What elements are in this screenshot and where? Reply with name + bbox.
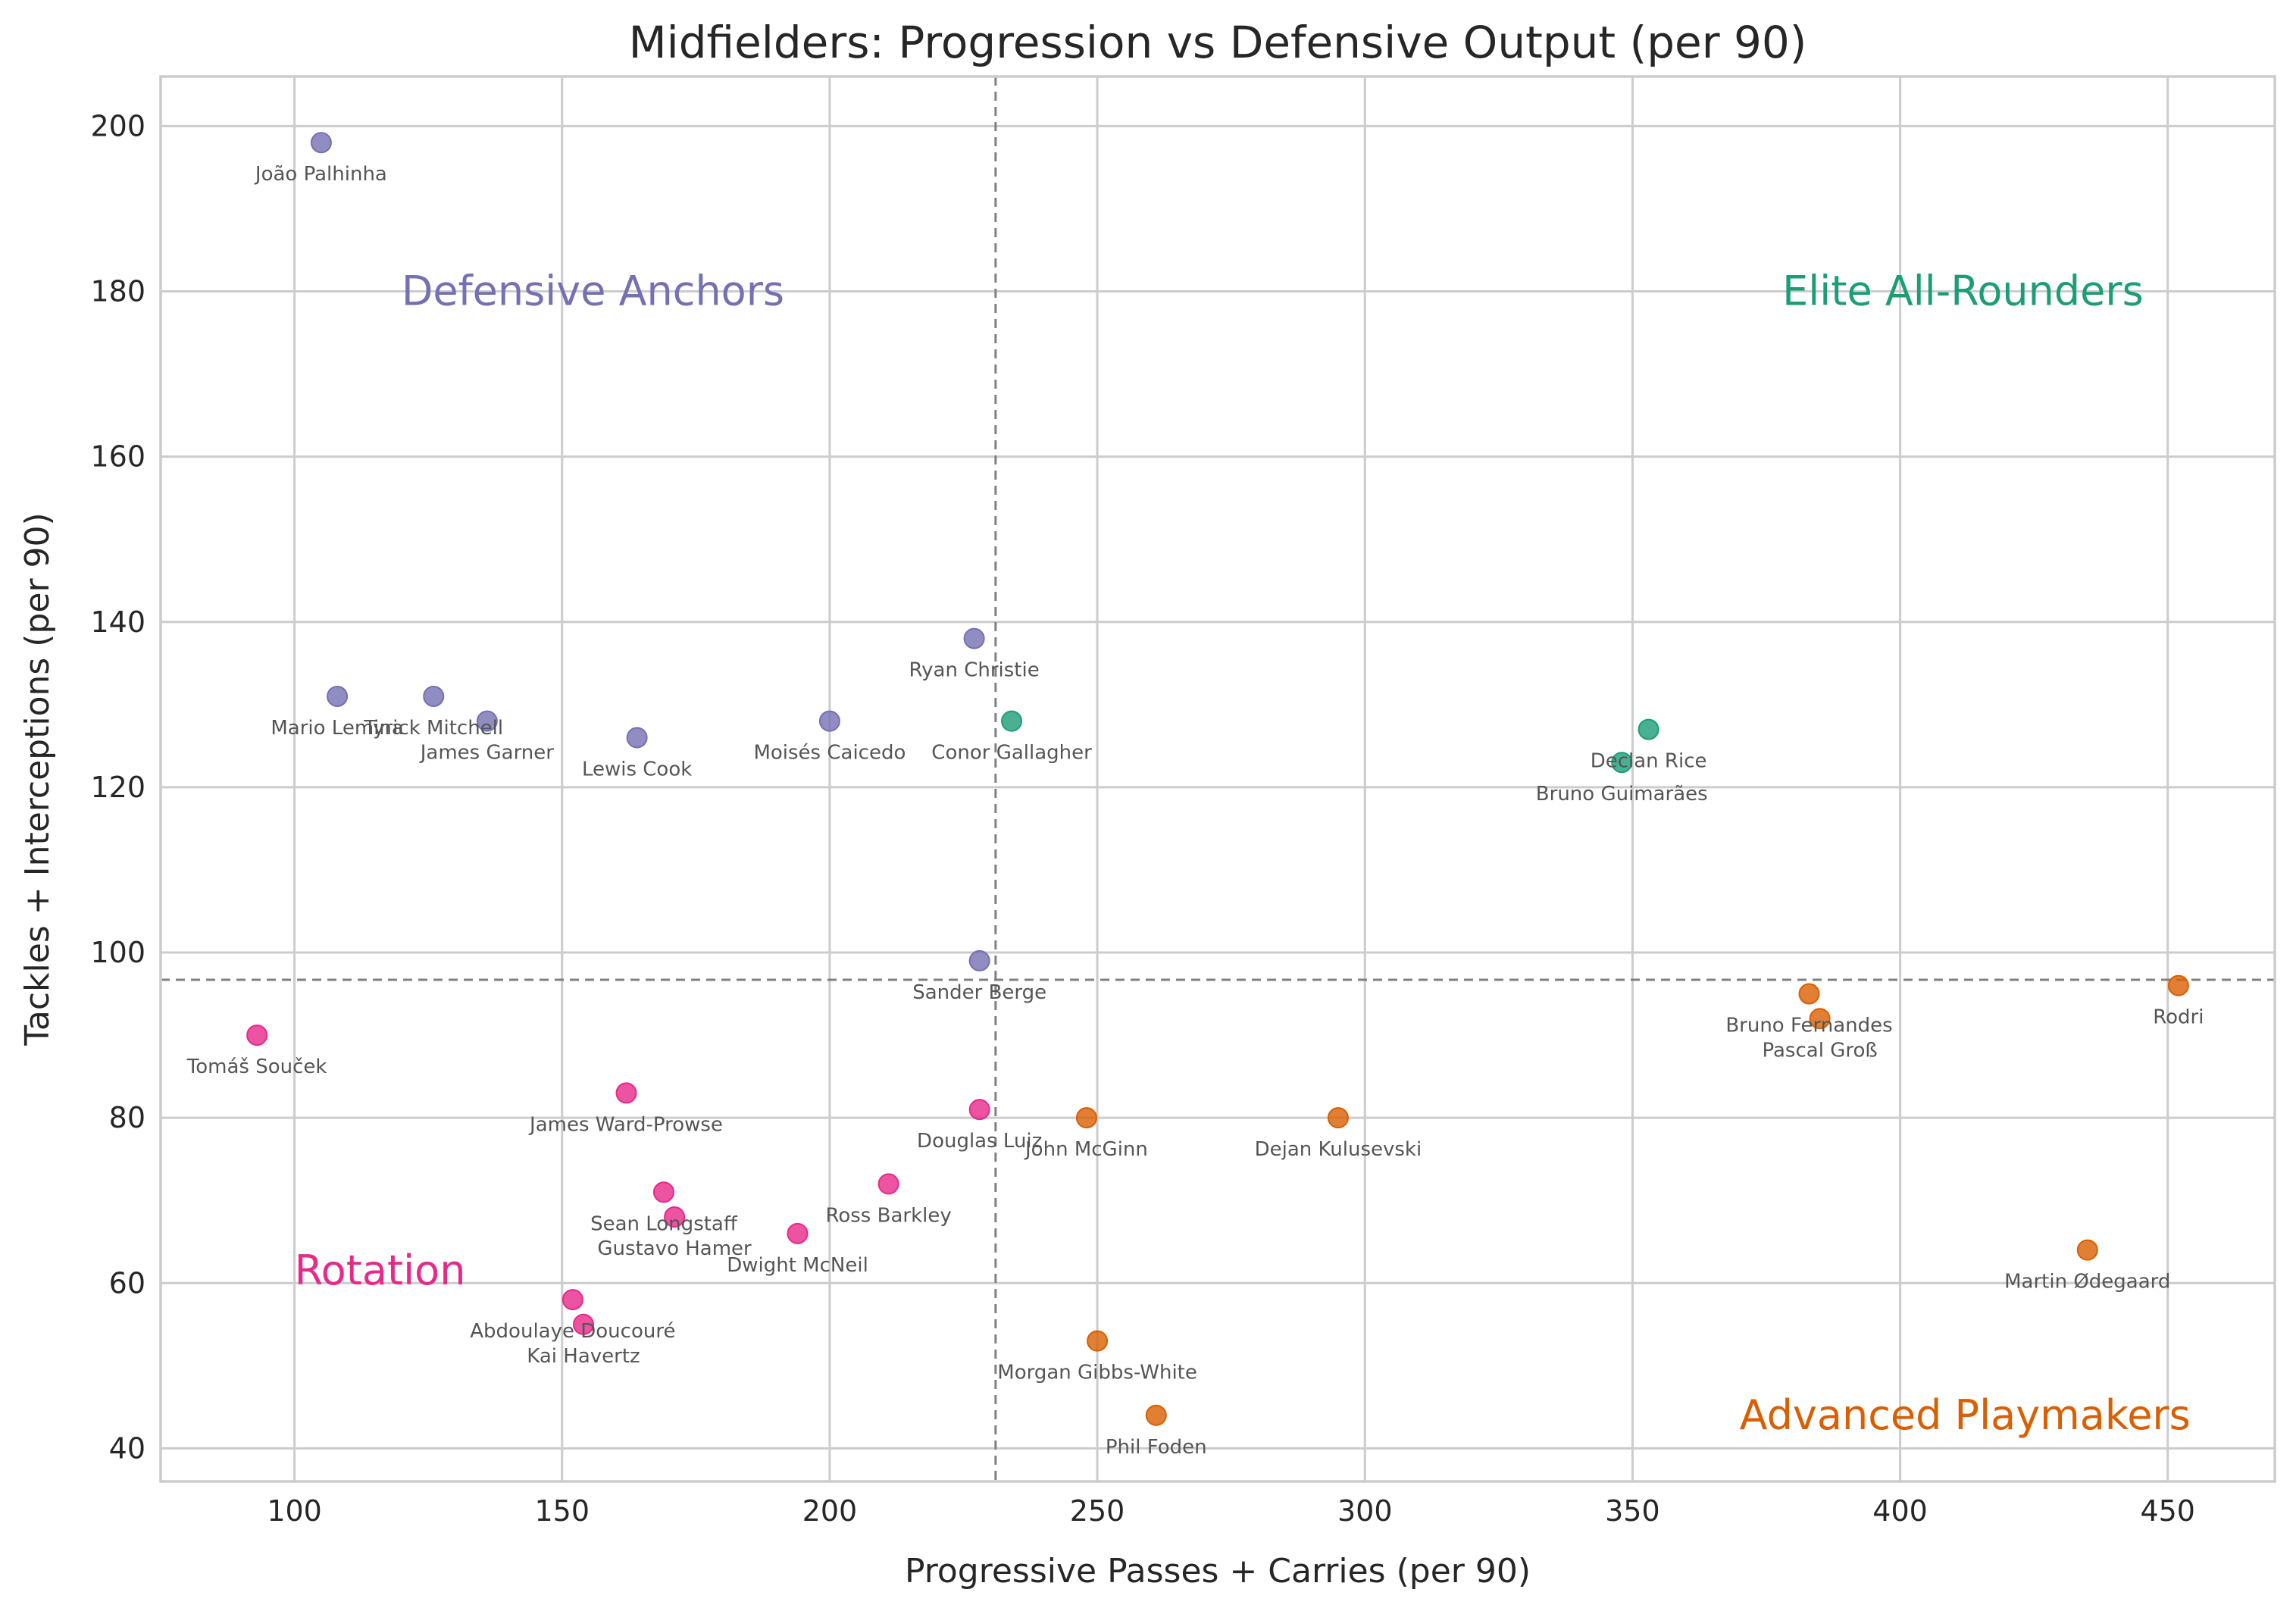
data-point-ross-barkley xyxy=(877,1173,899,1195)
data-point-james-garner xyxy=(476,710,498,732)
x-tick-label: 100 xyxy=(267,1494,322,1528)
point-label-dwight-mcneil: Dwight McNeil xyxy=(727,1254,868,1277)
y-tick-label: 200 xyxy=(90,109,145,142)
data-point-rodri xyxy=(2167,974,2189,996)
data-point-dejan-kulusevski xyxy=(1327,1107,1349,1129)
point-label-kai-havertz: Kai Havertz xyxy=(527,1345,640,1368)
x-tick-label: 300 xyxy=(1337,1494,1393,1528)
data-point-mario-lemina xyxy=(327,685,349,707)
data-point-pascal-gro xyxy=(1809,1008,1831,1030)
reference-lines xyxy=(161,77,2275,1481)
point-label-joao-palhinha: João Palhinha xyxy=(254,163,387,186)
plot-frame xyxy=(159,75,2276,1483)
point-label-john-mcginn: John McGinn xyxy=(1024,1138,1148,1161)
y-tick-label: 120 xyxy=(90,771,145,804)
x-tick-label: 150 xyxy=(534,1494,590,1528)
data-point-bruno-fernandes xyxy=(1798,983,1820,1005)
data-point-sean-longstaff xyxy=(652,1181,674,1203)
point-label-gustavo-hamer: Gustavo Hamer xyxy=(597,1237,752,1260)
point-label-dejan-kulusevski: Dejan Kulusevski xyxy=(1255,1138,1422,1161)
point-label-phil-foden: Phil Foden xyxy=(1106,1436,1207,1459)
point-label-james-ward-prowse: James Ward-Prowse xyxy=(528,1113,723,1136)
point-label-ross-barkley: Ross Barkley xyxy=(825,1204,951,1227)
point-label-declan-rice: Declan Rice xyxy=(1591,750,1707,773)
data-point-conor-gallagher xyxy=(1001,710,1023,732)
data-point-sander-berge xyxy=(968,949,990,971)
quadrant-labels: Defensive Anchors Elite All-Rounders Rotat… xyxy=(295,267,2191,1439)
quadrant-label-rotation: Rotation xyxy=(295,1247,466,1294)
y-tick-label: 180 xyxy=(90,275,145,308)
data-point-douglas-luiz xyxy=(968,1099,990,1121)
data-point-dwight-mcneil xyxy=(787,1222,809,1244)
x-tick-label: 350 xyxy=(1605,1494,1660,1528)
data-point-lewis-cook xyxy=(626,727,648,749)
point-label-rodri: Rodri xyxy=(2153,1006,2204,1029)
point-label-ryan-christie: Ryan Christie xyxy=(909,659,1040,682)
data-points xyxy=(246,132,2189,1426)
data-point-joao-palhinha xyxy=(310,132,332,154)
point-label-mario-lemina: Mario Lemina xyxy=(271,717,403,740)
y-tick-label: 100 xyxy=(90,936,145,969)
data-point-james-ward-prowse xyxy=(615,1082,637,1104)
data-point-martin-degaard xyxy=(2076,1239,2098,1261)
tick-labels: 100 150 200 250 300 350 400 450 40 60 80 100 120 140 1… xyxy=(90,109,2195,1528)
point-label-sean-longstaff: Sean Longstaff xyxy=(590,1212,738,1235)
point-label-sander-berge: Sander Berge xyxy=(912,981,1046,1004)
point-label-morgan-gibbs-white: Morgan Gibbs-White xyxy=(997,1362,1197,1384)
x-tick-label: 450 xyxy=(2140,1494,2195,1528)
gridlines xyxy=(161,77,2275,1481)
point-label-conor-gallagher: Conor Gallagher xyxy=(931,742,1092,765)
y-tick-label: 40 xyxy=(109,1431,145,1465)
point-label-martin-degaard: Martin Ødegaard xyxy=(2004,1271,2170,1293)
data-point-gustavo-hamer xyxy=(664,1206,686,1228)
point-label-bruno-fernandes: Bruno Fernandes xyxy=(1725,1015,1892,1037)
quadrant-label-elite-all-rounders: Elite All-Rounders xyxy=(1782,267,2144,315)
data-point-ryan-christie xyxy=(963,627,985,649)
quadrant-label-defensive-anchors: Defensive Anchors xyxy=(402,267,784,315)
data-point-tomas-soucek xyxy=(246,1024,268,1046)
x-tick-label: 400 xyxy=(1872,1494,1928,1528)
x-axis-label: Progressive Passes + Carries (per 90) xyxy=(905,1552,1531,1591)
x-tick-label: 200 xyxy=(802,1494,858,1528)
point-label-bruno-guimaraes: Bruno Guimarães xyxy=(1536,783,1708,806)
data-point-tyrick-mitchell xyxy=(423,685,445,707)
y-tick-label: 60 xyxy=(109,1266,145,1300)
point-label-tyrick-mitchell: Tyrick Mitchell xyxy=(363,717,503,740)
point-label-abdoulaye-doucoure: Abdoulaye Doucouré xyxy=(470,1320,675,1343)
y-tick-label: 140 xyxy=(90,605,145,639)
x-tick-label: 250 xyxy=(1070,1494,1125,1528)
point-label-moises-caicedo: Moisés Caicedo xyxy=(753,742,906,765)
data-point-declan-rice xyxy=(1638,718,1659,740)
data-point-moises-caicedo xyxy=(818,710,840,732)
data-point-kai-havertz xyxy=(573,1313,594,1335)
y-tick-label: 80 xyxy=(109,1101,145,1134)
chart-title: Midfielders: Progression vs Defensive Ou… xyxy=(629,17,1807,68)
point-label-pascal-gro: Pascal Groß xyxy=(1762,1039,1877,1062)
y-tick-label: 160 xyxy=(90,440,145,474)
quadrant-label-advanced-playmakers: Advanced Playmakers xyxy=(1740,1391,2191,1439)
point-label-tomas-soucek: Tomáš Souček xyxy=(186,1056,327,1078)
data-point-abdoulaye-doucoure xyxy=(561,1289,583,1311)
data-point-bruno-guimaraes xyxy=(1611,752,1633,774)
point-label-james-garner: James Garner xyxy=(419,742,555,765)
data-point-morgan-gibbs-white xyxy=(1087,1330,1109,1352)
point-label-douglas-luiz: Douglas Luiz xyxy=(917,1130,1042,1153)
point-label-lewis-cook: Lewis Cook xyxy=(582,758,692,780)
data-point-phil-foden xyxy=(1145,1404,1167,1426)
y-axis-label: Tackles + Interceptions (per 90) xyxy=(18,512,57,1046)
data-point-john-mcginn xyxy=(1075,1107,1097,1129)
